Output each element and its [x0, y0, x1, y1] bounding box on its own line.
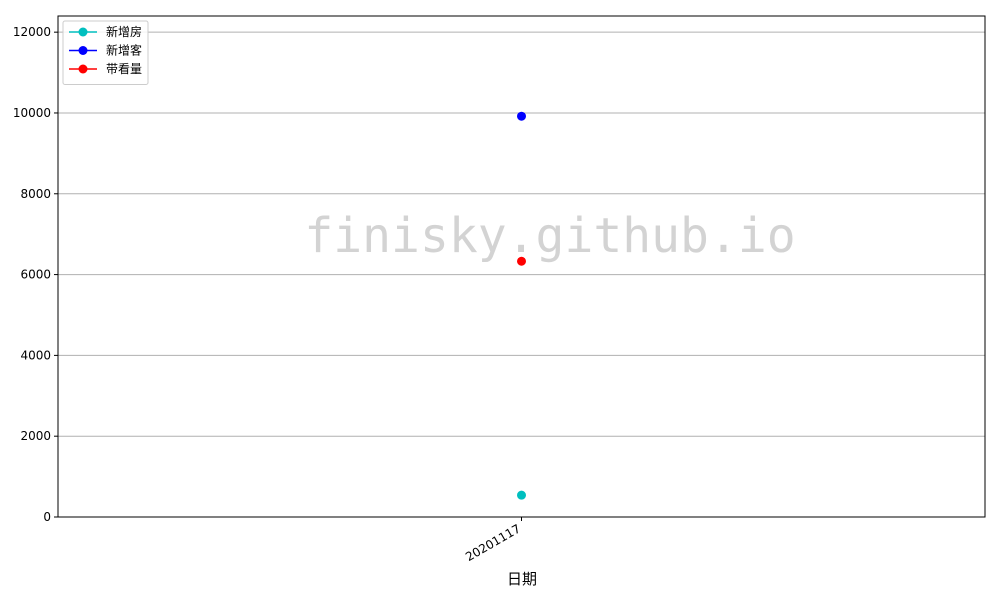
data-point: [517, 490, 526, 500]
y-tick-label: 2000: [20, 429, 51, 443]
y-tick-label: 4000: [20, 348, 51, 362]
x-axis-label: 日期: [507, 570, 537, 588]
watermark: finisky.github.io: [304, 208, 795, 264]
x-tick-label: 20201117: [463, 521, 523, 564]
plot-frame: [57, 15, 986, 518]
legend-label: 带看量: [106, 62, 142, 76]
legend-label: 新增房: [106, 24, 142, 39]
data-point: [517, 256, 526, 266]
legend-marker: [78, 46, 88, 55]
y-tick-label: 10000: [13, 106, 51, 120]
legend-label: 新增客: [106, 43, 142, 58]
y-axis: 0 2000 4000 6000 8000 10000 12000: [13, 25, 58, 524]
y-tick-label: 0: [43, 510, 51, 524]
data-points: [517, 111, 526, 500]
y-tick-label: 8000: [20, 187, 51, 201]
y-tick-label: 12000: [13, 25, 51, 39]
data-point: [517, 111, 526, 121]
y-tick-label: 6000: [20, 268, 51, 282]
legend-marker: [78, 64, 88, 74]
x-axis: 20201117: [463, 517, 523, 564]
legend-marker: [78, 27, 88, 37]
